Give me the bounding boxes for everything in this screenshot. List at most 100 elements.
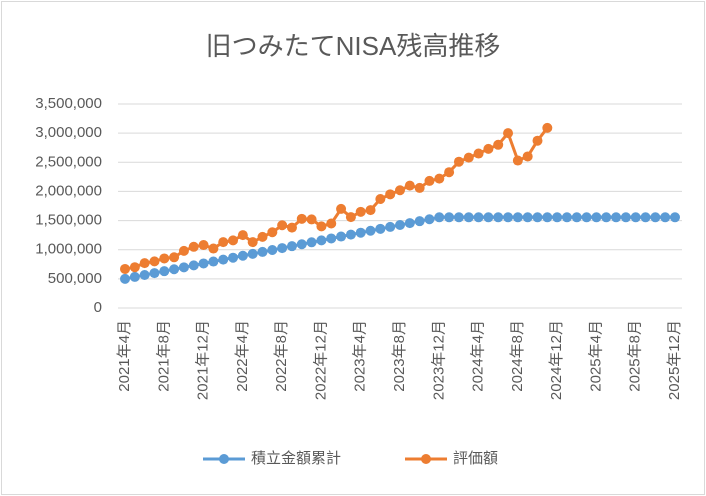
y-tick-label: 500,000 [48,270,102,287]
data-point [296,213,307,224]
data-point [395,185,405,196]
data-point [483,212,494,223]
data-point [522,212,533,223]
data-point [601,212,612,223]
data-point [404,180,415,191]
data-point [306,214,317,225]
x-tick-label: 2021年8月 [155,320,172,392]
legend-marker [219,454,229,464]
data-point [493,139,504,150]
data-point [267,227,278,238]
data-point [169,264,180,275]
data-point [345,212,356,223]
data-point [198,258,209,269]
data-point [178,262,189,273]
data-point [444,212,455,223]
data-point [463,212,474,223]
data-point [326,218,337,229]
data-point [444,167,455,178]
data-point [228,252,239,263]
data-point [296,239,307,250]
x-tick-label: 2023年8月 [391,320,408,392]
data-point [473,212,484,223]
x-tick-label: 2021年4月 [116,320,133,392]
data-point [611,212,622,223]
y-tick-label: 2,500,000 [35,153,102,170]
data-point [120,263,130,274]
data-point [424,175,435,186]
data-point [286,222,297,233]
data-point [483,143,494,154]
data-point [542,212,553,223]
data-point [512,155,523,166]
data-point [620,212,631,223]
data-point [385,189,396,200]
x-tick-label: 2022年8月 [273,320,290,392]
data-point [149,256,160,267]
data-point [218,237,229,248]
data-point [375,223,386,234]
data-point [395,220,405,231]
data-point [345,229,356,240]
data-point [532,135,543,146]
data-point [247,237,258,248]
data-point [414,216,425,227]
data-point [453,156,464,167]
data-point [552,212,563,223]
data-point [503,212,514,223]
data-point [512,212,523,223]
x-tick-label: 2022年4月 [234,320,251,392]
data-point [286,241,297,252]
data-point [267,245,278,256]
data-point [571,212,582,223]
data-point [404,218,415,229]
data-point [306,237,317,248]
x-tick-label: 2025年12月 [666,320,683,400]
x-tick-label: 2021年12月 [195,320,212,400]
data-point [434,173,445,184]
data-point [630,212,641,223]
legend-label: 積立金額累計 [251,450,341,467]
data-point [453,212,464,223]
data-point [336,203,347,214]
data-point [149,268,160,279]
x-tick-label: 2023年4月 [352,320,369,392]
data-point [532,212,543,223]
data-point [198,240,209,251]
x-tick-label: 2023年12月 [430,320,447,400]
data-point [139,270,150,281]
data-point [129,271,140,282]
data-point [336,231,347,242]
data-point [503,128,514,139]
y-tick-label: 3,500,000 [35,95,102,112]
data-point [522,151,533,162]
data-point [120,273,130,284]
data-point [237,250,248,261]
data-point [365,225,376,236]
y-tick-label: 2,000,000 [35,182,102,199]
legend-marker [421,454,431,464]
y-tick-label: 1,000,000 [35,241,102,258]
data-point [650,212,661,223]
data-point [159,253,170,264]
data-point [463,152,474,163]
data-point [159,266,170,277]
x-tick-label: 2024年4月 [470,320,487,392]
data-point [326,233,337,244]
x-tick-label: 2024年12月 [548,320,565,400]
data-point [257,246,268,257]
data-point [640,212,651,223]
data-point [208,256,219,267]
data-point [385,221,396,232]
data-point [247,248,258,259]
data-point [355,227,366,238]
legend-label: 評価額 [453,450,498,467]
data-point [228,235,239,246]
data-point [169,252,180,263]
chart-title: 旧つみたてNISA残高推移 [206,31,501,61]
data-point [277,220,288,231]
data-point [581,212,592,223]
data-point [473,148,484,159]
data-point [237,230,248,241]
